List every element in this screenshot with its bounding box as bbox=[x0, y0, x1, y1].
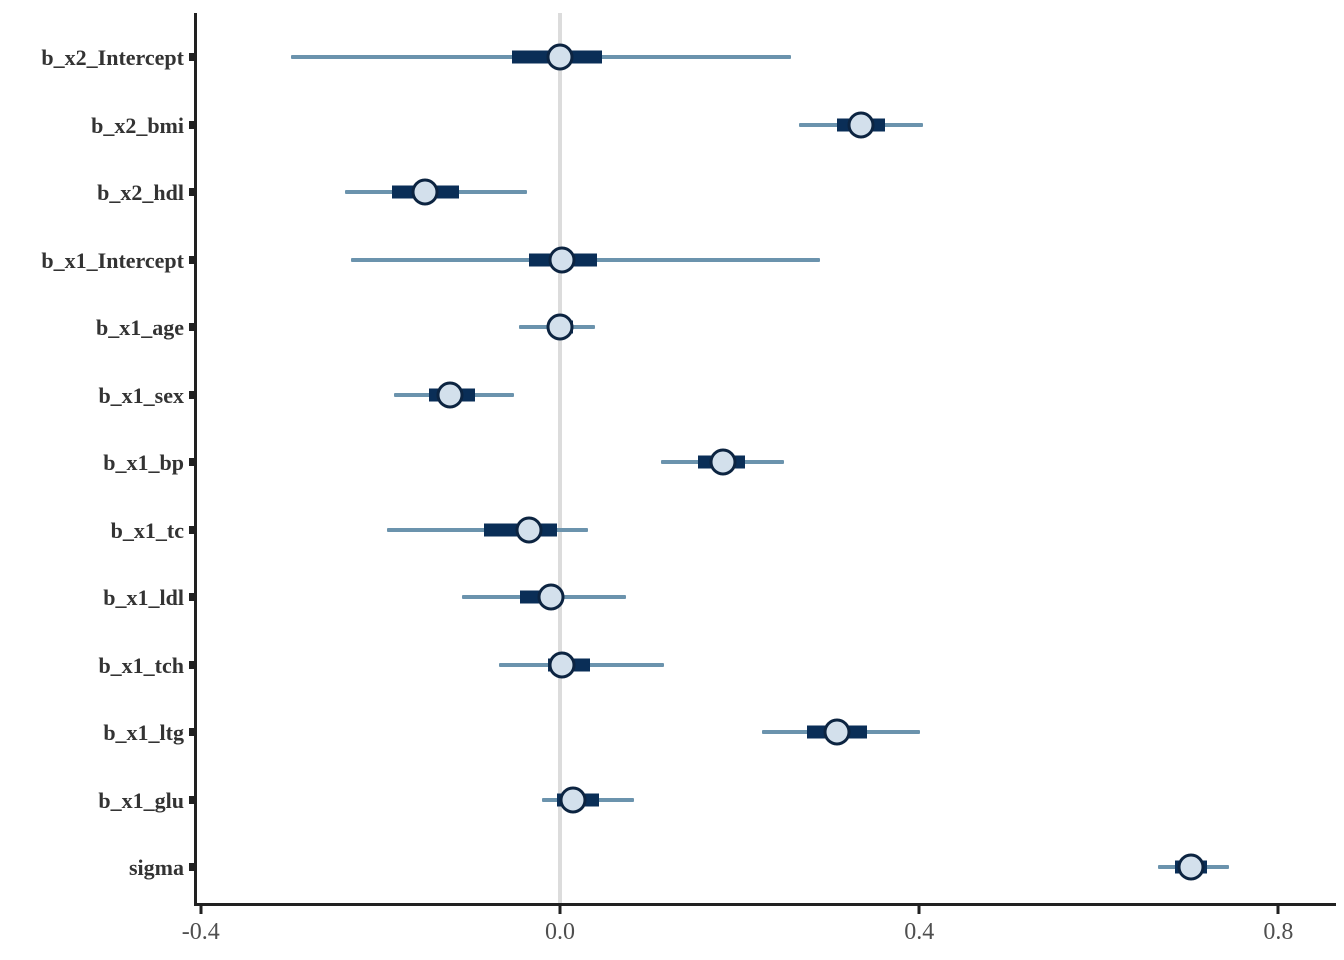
point-estimate-marker bbox=[515, 516, 543, 543]
y-axis-label: b_x2_hdl bbox=[97, 180, 184, 205]
x-axis-tick-label: 0.0 bbox=[545, 919, 575, 945]
y-axis-tick bbox=[188, 323, 197, 331]
point-estimate-marker bbox=[1177, 853, 1205, 881]
y-axis-tick bbox=[188, 525, 197, 534]
y-axis-tick bbox=[188, 255, 197, 264]
x-axis-tick-label: -0.4 bbox=[181, 919, 220, 945]
y-axis-label: b_x2_Intercept bbox=[41, 45, 184, 70]
y-axis-label: b_x1_tc bbox=[110, 517, 184, 543]
x-axis-tick bbox=[199, 906, 203, 914]
y-axis-label: b_x1_tch bbox=[98, 652, 184, 678]
point-estimate-marker bbox=[436, 381, 464, 408]
x-axis-tick bbox=[558, 906, 562, 914]
y-axis-label: b_x2_bmi bbox=[91, 112, 184, 138]
point-estimate-marker bbox=[537, 583, 565, 611]
x-axis-tick-label: 0.8 bbox=[1263, 919, 1294, 945]
y-axis-label: sigma bbox=[129, 855, 184, 880]
point-estimate-marker bbox=[847, 111, 875, 138]
x-axis-tick bbox=[1276, 906, 1280, 914]
y-axis-label: b_x1_glu bbox=[98, 787, 184, 813]
y-axis-tick bbox=[188, 120, 197, 129]
y-axis-label: b_x1_ltg bbox=[103, 720, 184, 745]
y-axis-tick bbox=[188, 593, 197, 601]
y-axis-tick bbox=[188, 390, 197, 399]
y-axis-label: b_x1_age bbox=[96, 315, 184, 340]
x-axis-line bbox=[193, 903, 1336, 906]
x-axis-tick-label: 0.4 bbox=[904, 919, 935, 945]
y-axis-tick bbox=[188, 795, 197, 804]
y-axis-label: b_x1_sex bbox=[98, 382, 184, 408]
y-axis-tick bbox=[188, 188, 197, 196]
zero-reference-line bbox=[558, 13, 562, 906]
point-estimate-marker bbox=[546, 313, 574, 341]
y-axis-tick bbox=[188, 660, 197, 669]
y-axis-tick bbox=[188, 863, 197, 871]
point-estimate-marker bbox=[411, 178, 439, 206]
point-estimate-marker bbox=[548, 246, 576, 273]
y-axis-tick bbox=[188, 728, 197, 736]
point-estimate-marker bbox=[709, 448, 737, 476]
point-estimate-marker bbox=[559, 786, 587, 813]
point-estimate-marker bbox=[823, 718, 851, 746]
y-axis-tick bbox=[188, 53, 197, 61]
y-axis-label: b_x1_Intercept bbox=[41, 247, 184, 273]
y-axis-tick bbox=[188, 458, 197, 466]
point-estimate-marker bbox=[548, 651, 576, 678]
y-axis-label: b_x1_bp bbox=[103, 450, 184, 475]
y-axis-label: b_x1_ldl bbox=[103, 585, 184, 610]
point-estimate-marker bbox=[546, 43, 574, 71]
x-axis-tick bbox=[917, 906, 921, 914]
